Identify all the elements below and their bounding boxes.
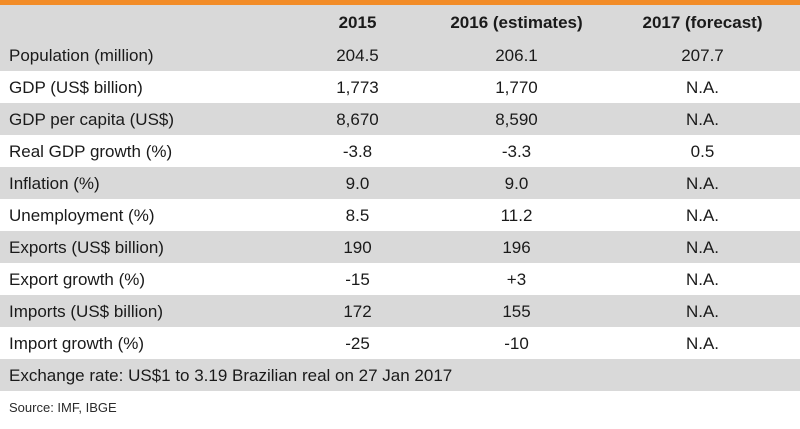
table-row: Inflation (%) 9.0 9.0 N.A. — [0, 167, 800, 199]
row-label: Exports (US$ billion) — [0, 231, 287, 263]
cell-2017: N.A. — [605, 295, 800, 327]
row-label: Unemployment (%) — [0, 199, 287, 231]
cell-2016: -3.3 — [428, 135, 605, 167]
row-label: Imports (US$ billion) — [0, 295, 287, 327]
table-row: Export growth (%) -15 +3 N.A. — [0, 263, 800, 295]
row-label: Inflation (%) — [0, 167, 287, 199]
cell-2017: N.A. — [605, 231, 800, 263]
cell-2016: 206.1 — [428, 39, 605, 71]
cell-2017: N.A. — [605, 103, 800, 135]
table-row: GDP (US$ billion) 1,773 1,770 N.A. — [0, 71, 800, 103]
cell-2015: 8,670 — [287, 103, 428, 135]
table-row: Exports (US$ billion) 190 196 N.A. — [0, 231, 800, 263]
row-label: GDP per capita (US$) — [0, 103, 287, 135]
table-row: Import growth (%) -25 -10 N.A. — [0, 327, 800, 359]
accent-bar — [0, 0, 800, 5]
cell-2017: N.A. — [605, 71, 800, 103]
cell-2015: -3.8 — [287, 135, 428, 167]
cell-2015: 172 — [287, 295, 428, 327]
exchange-rate-note: Exchange rate: US$1 to 3.19 Brazilian re… — [0, 359, 800, 391]
row-label: Population (million) — [0, 39, 287, 71]
cell-2016: -10 — [428, 327, 605, 359]
header-2017: 2017 (forecast) — [605, 5, 800, 39]
cell-2016: 9.0 — [428, 167, 605, 199]
cell-2015: 190 — [287, 231, 428, 263]
header-2015: 2015 — [287, 5, 428, 39]
table-row: Imports (US$ billion) 172 155 N.A. — [0, 295, 800, 327]
cell-2017: N.A. — [605, 327, 800, 359]
cell-2016: 8,590 — [428, 103, 605, 135]
cell-2015: 1,773 — [287, 71, 428, 103]
row-label: GDP (US$ billion) — [0, 71, 287, 103]
row-label: Import growth (%) — [0, 327, 287, 359]
cell-2015: -25 — [287, 327, 428, 359]
cell-2015: 9.0 — [287, 167, 428, 199]
cell-2017: N.A. — [605, 263, 800, 295]
cell-2017: N.A. — [605, 167, 800, 199]
cell-2017: 0.5 — [605, 135, 800, 167]
cell-2017: 207.7 — [605, 39, 800, 71]
exchange-rate-row: Exchange rate: US$1 to 3.19 Brazilian re… — [0, 359, 800, 391]
cell-2015: 8.5 — [287, 199, 428, 231]
row-label: Real GDP growth (%) — [0, 135, 287, 167]
table-row: Real GDP growth (%) -3.8 -3.3 0.5 — [0, 135, 800, 167]
source-note: Source: IMF, IBGE — [9, 400, 117, 415]
cell-2016: 11.2 — [428, 199, 605, 231]
row-label: Export growth (%) — [0, 263, 287, 295]
table-row: GDP per capita (US$) 8,670 8,590 N.A. — [0, 103, 800, 135]
cell-2017: N.A. — [605, 199, 800, 231]
table-row: Unemployment (%) 8.5 11.2 N.A. — [0, 199, 800, 231]
cell-2016: 1,770 — [428, 71, 605, 103]
cell-2015: 204.5 — [287, 39, 428, 71]
cell-2016: 155 — [428, 295, 605, 327]
header-2016: 2016 (estimates) — [428, 5, 605, 39]
cell-2016: 196 — [428, 231, 605, 263]
header-stub — [0, 5, 287, 39]
economic-indicators-table: 2015 2016 (estimates) 2017 (forecast) Po… — [0, 5, 800, 391]
cell-2015: -15 — [287, 263, 428, 295]
cell-2016: +3 — [428, 263, 605, 295]
table-header-row: 2015 2016 (estimates) 2017 (forecast) — [0, 5, 800, 39]
table-row: Population (million) 204.5 206.1 207.7 — [0, 39, 800, 71]
